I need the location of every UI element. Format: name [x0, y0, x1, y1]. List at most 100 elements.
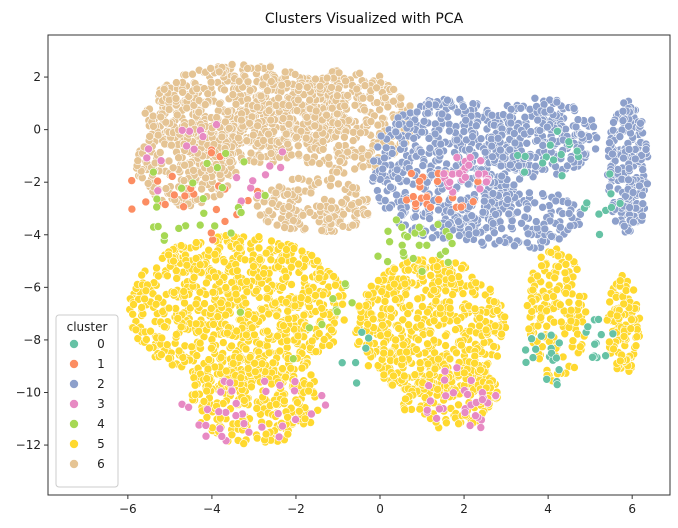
point-cluster-4 — [443, 258, 453, 267]
point-cluster-2 — [551, 196, 561, 206]
point-cluster-2 — [461, 115, 471, 125]
point-cluster-5 — [317, 303, 327, 313]
point-cluster-6 — [140, 108, 150, 118]
point-cluster-6 — [302, 83, 312, 92]
point-cluster-6 — [298, 211, 308, 220]
point-cluster-5 — [533, 271, 542, 281]
point-cluster-3 — [273, 409, 283, 418]
point-cluster-4 — [149, 167, 158, 177]
point-cluster-2 — [545, 105, 555, 115]
point-cluster-5 — [403, 309, 413, 318]
point-cluster-5 — [157, 333, 167, 343]
point-cluster-6 — [206, 64, 215, 73]
point-cluster-4 — [397, 223, 407, 232]
point-cluster-4 — [305, 323, 314, 333]
point-cluster-6 — [258, 80, 268, 90]
point-cluster-6 — [234, 77, 244, 86]
point-cluster-5 — [626, 324, 636, 333]
legend-label-0: 0 — [97, 337, 105, 351]
point-cluster-6 — [340, 132, 349, 142]
point-cluster-5 — [400, 405, 410, 415]
point-cluster-0 — [527, 334, 536, 344]
point-cluster-5 — [247, 323, 257, 333]
point-cluster-1 — [456, 202, 466, 212]
point-cluster-5 — [294, 259, 303, 269]
point-cluster-3 — [278, 421, 287, 431]
point-cluster-5 — [216, 298, 226, 308]
point-cluster-6 — [156, 112, 165, 122]
point-cluster-2 — [538, 203, 547, 212]
point-cluster-6 — [143, 179, 153, 188]
point-cluster-5 — [162, 340, 172, 350]
point-cluster-5 — [553, 251, 563, 261]
point-cluster-2 — [505, 160, 515, 170]
point-cluster-5 — [609, 344, 618, 354]
point-cluster-6 — [337, 198, 347, 207]
point-cluster-0 — [590, 339, 600, 349]
point-cluster-6 — [234, 133, 243, 143]
point-cluster-4 — [174, 224, 184, 233]
point-cluster-3 — [439, 169, 449, 178]
point-cluster-4 — [332, 307, 342, 317]
point-cluster-3 — [185, 126, 194, 136]
point-cluster-2 — [618, 107, 628, 116]
point-cluster-5 — [475, 313, 485, 323]
point-cluster-6 — [355, 69, 364, 78]
point-cluster-6 — [372, 83, 381, 93]
point-cluster-5 — [202, 374, 211, 383]
point-cluster-1 — [127, 176, 136, 185]
point-cluster-5 — [410, 370, 420, 380]
point-cluster-6 — [263, 86, 272, 95]
point-cluster-5 — [445, 354, 455, 364]
point-cluster-2 — [392, 165, 402, 175]
point-cluster-5 — [612, 311, 622, 321]
point-cluster-6 — [249, 130, 258, 140]
point-cluster-6 — [372, 98, 382, 107]
point-cluster-6 — [296, 126, 306, 136]
point-cluster-5 — [379, 370, 389, 380]
point-cluster-2 — [498, 152, 508, 162]
point-cluster-6 — [155, 148, 165, 157]
point-cluster-2 — [563, 198, 573, 208]
point-cluster-4 — [221, 149, 230, 158]
point-cluster-5 — [172, 330, 181, 339]
point-cluster-6 — [159, 85, 169, 94]
point-cluster-4 — [188, 178, 198, 188]
point-cluster-2 — [488, 189, 498, 198]
point-cluster-5 — [399, 371, 409, 381]
point-cluster-6 — [274, 93, 283, 103]
point-cluster-2 — [569, 104, 579, 113]
point-cluster-5 — [267, 236, 276, 246]
point-cluster-5 — [418, 302, 427, 311]
point-cluster-5 — [615, 356, 625, 366]
point-cluster-2 — [625, 203, 634, 212]
point-cluster-6 — [360, 81, 370, 90]
point-cluster-3 — [435, 404, 444, 414]
point-cluster-2 — [522, 238, 532, 248]
point-cluster-6 — [284, 119, 294, 129]
point-cluster-5 — [404, 265, 413, 275]
point-cluster-5 — [378, 320, 387, 330]
point-cluster-5 — [131, 325, 141, 335]
point-cluster-5 — [241, 344, 251, 354]
point-cluster-2 — [488, 219, 498, 228]
point-cluster-5 — [164, 303, 174, 313]
point-cluster-3 — [232, 173, 241, 182]
point-cluster-2 — [573, 115, 583, 124]
point-cluster-6 — [350, 101, 360, 110]
point-cluster-2 — [530, 94, 540, 103]
point-cluster-5 — [615, 276, 625, 286]
point-cluster-2 — [443, 95, 452, 105]
point-cluster-5 — [394, 324, 404, 333]
point-cluster-6 — [253, 121, 262, 131]
point-cluster-6 — [292, 106, 302, 115]
point-cluster-6 — [243, 77, 253, 87]
point-cluster-6 — [341, 76, 350, 86]
point-cluster-6 — [305, 95, 315, 105]
point-cluster-0 — [528, 353, 538, 362]
point-cluster-5 — [364, 361, 373, 371]
point-cluster-4 — [202, 159, 212, 168]
point-cluster-5 — [564, 297, 574, 307]
point-cluster-2 — [399, 139, 409, 149]
point-cluster-6 — [277, 80, 287, 90]
